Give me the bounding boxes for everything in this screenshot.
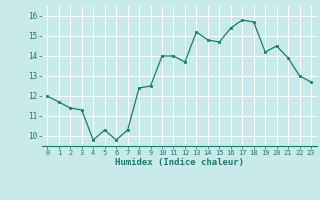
X-axis label: Humidex (Indice chaleur): Humidex (Indice chaleur)	[115, 158, 244, 167]
